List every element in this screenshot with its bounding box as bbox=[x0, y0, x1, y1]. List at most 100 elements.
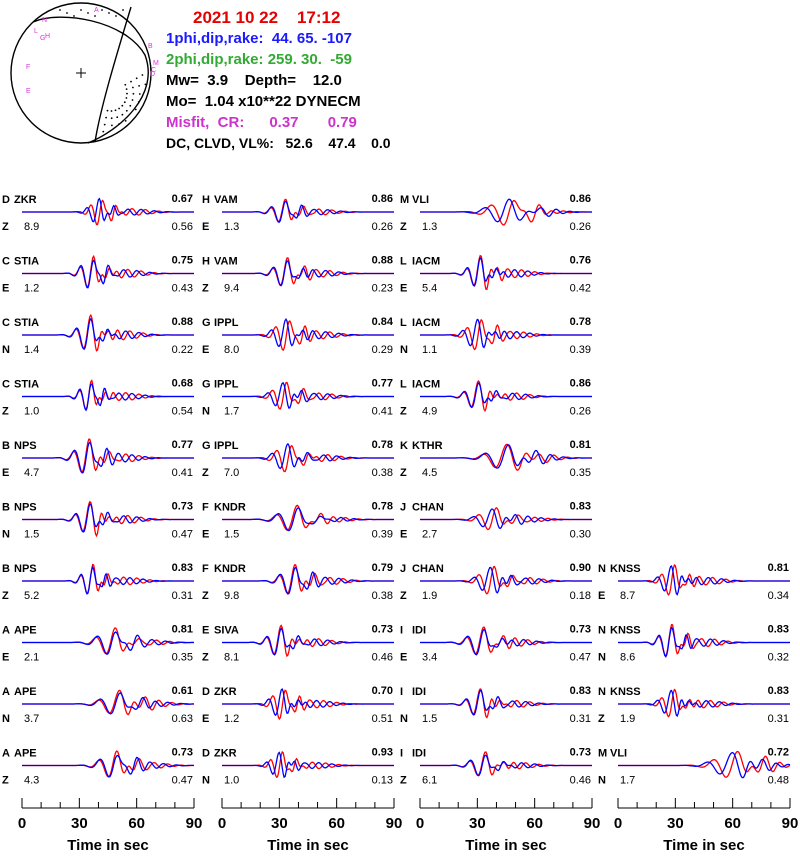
trace-misfit: 0.26 bbox=[570, 406, 591, 418]
beachball-dot bbox=[102, 130, 105, 133]
beachball-dot bbox=[80, 9, 82, 11]
trace-panel: B NPS 0.83 Z 5.2 0.31 bbox=[2, 562, 194, 602]
time-tick-label: 30 bbox=[71, 815, 88, 832]
time-tick-label: 60 bbox=[128, 815, 145, 832]
trace-misfit: 0.18 bbox=[570, 590, 591, 602]
trace-component: N bbox=[2, 344, 10, 356]
beachball-dot bbox=[132, 92, 135, 95]
trace-component: E bbox=[2, 283, 9, 295]
beachball-dot bbox=[106, 109, 109, 112]
trace-misfit: 0.35 bbox=[570, 467, 591, 479]
trace-distance: 1.2 bbox=[224, 713, 239, 725]
trace-misfit: 0.43 bbox=[172, 283, 193, 295]
trace-letter: B bbox=[2, 502, 10, 514]
synthetic-waveform bbox=[618, 751, 791, 779]
synthetic-waveform bbox=[222, 260, 394, 287]
synthetic-waveform bbox=[618, 626, 790, 658]
trace-station: STIA bbox=[14, 317, 39, 329]
trace-misfit: 0.32 bbox=[768, 652, 789, 664]
synthetic-waveform bbox=[22, 259, 194, 289]
observed-waveform bbox=[420, 506, 592, 531]
trace-panel: B NPS 0.77 E 4.7 0.41 bbox=[2, 438, 194, 479]
trace-letter: J bbox=[400, 563, 406, 575]
nodal-plane-2 bbox=[94, 6, 132, 143]
synthetic-waveform bbox=[420, 382, 592, 409]
beachball-station-label: N bbox=[42, 17, 47, 24]
synthetic-waveform bbox=[22, 383, 194, 412]
time-tick-label: 90 bbox=[584, 815, 601, 832]
trace-correlation: 0.83 bbox=[570, 501, 591, 513]
trace-station: STIA bbox=[14, 256, 39, 268]
trace-misfit: 0.46 bbox=[372, 652, 393, 664]
beachball-dot bbox=[110, 110, 113, 112]
synthetic-waveform bbox=[222, 566, 394, 595]
trace-letter: C bbox=[2, 256, 10, 268]
trace-misfit: 0.39 bbox=[372, 529, 393, 541]
trace-panel: L IACM 0.78 N 1.1 0.39 bbox=[400, 316, 592, 356]
observed-waveform bbox=[22, 254, 194, 289]
trace-panel: N KNSS 0.83 N 8.6 0.32 bbox=[598, 624, 790, 664]
synthetic-waveform bbox=[222, 687, 394, 717]
trace-misfit: 0.26 bbox=[372, 221, 393, 233]
beachball-dot bbox=[105, 116, 107, 119]
trace-station: CHAN bbox=[412, 502, 444, 514]
trace-distance: 1.4 bbox=[24, 344, 39, 356]
trace-station: IDI bbox=[412, 748, 426, 760]
trace-station: VLI bbox=[412, 194, 429, 206]
trace-distance: 1.2 bbox=[24, 283, 39, 295]
beachball-dot bbox=[121, 113, 124, 116]
trace-letter: G bbox=[202, 379, 211, 391]
trace-distance: 8.1 bbox=[224, 652, 239, 664]
time-axis-label: Time in sec bbox=[67, 837, 148, 854]
beachball-station-label: M bbox=[153, 60, 159, 67]
trace-panel: I IDI 0.73 Z 6.1 0.46 bbox=[400, 747, 592, 787]
beachball-station-label: F bbox=[26, 64, 30, 71]
trace-misfit: 0.26 bbox=[570, 221, 591, 233]
trace-letter: D bbox=[202, 748, 210, 760]
observed-waveform bbox=[222, 504, 394, 531]
trace-station: NPS bbox=[14, 440, 37, 452]
trace-correlation: 0.76 bbox=[570, 255, 591, 267]
trace-letter: K bbox=[400, 440, 408, 452]
trace-component: Z bbox=[2, 406, 9, 418]
trace-component: Z bbox=[400, 590, 407, 602]
trace-correlation: 0.86 bbox=[570, 378, 591, 390]
observed-waveform bbox=[222, 624, 394, 658]
trace-station: IACM bbox=[412, 317, 440, 329]
trace-component: N bbox=[598, 652, 606, 664]
trace-letter: B bbox=[2, 440, 10, 452]
trace-panel: N KNSS 0.81 E 8.7 0.34 bbox=[598, 562, 790, 602]
trace-station: CHAN bbox=[412, 563, 444, 575]
trace-misfit: 0.22 bbox=[172, 344, 193, 356]
trace-letter: L bbox=[400, 317, 407, 329]
trace-panel: I IDI 0.73 E 3.4 0.47 bbox=[400, 624, 592, 664]
dc-clvd-vl: DC, CLVD, VL%: 52.6 47.4 0.0 bbox=[166, 135, 391, 151]
magnitude-depth: Mw= 3.9 Depth= 12.0 bbox=[166, 72, 342, 89]
beachball-dot bbox=[125, 109, 128, 112]
trace-distance: 5.4 bbox=[422, 283, 437, 295]
trace-misfit: 0.41 bbox=[372, 406, 393, 418]
observed-waveform bbox=[420, 254, 592, 291]
trace-panel: C STIA 0.75 E 1.2 0.43 bbox=[2, 255, 194, 295]
beachball-station-label: B bbox=[148, 43, 153, 50]
trace-misfit: 0.47 bbox=[172, 529, 193, 541]
focal-mechanism-beachball: N A L B M F E HG CD bbox=[10, 2, 159, 144]
trace-correlation: 0.73 bbox=[570, 624, 591, 636]
observed-waveform bbox=[222, 257, 394, 286]
trace-letter: M bbox=[400, 194, 409, 206]
trace-distance: 1.5 bbox=[224, 529, 239, 541]
trace-misfit: 0.42 bbox=[570, 283, 591, 295]
trace-misfit: 0.63 bbox=[172, 713, 193, 725]
beachball-dot bbox=[116, 116, 119, 119]
synthetic-waveform bbox=[22, 692, 194, 715]
misfit-cr: Misfit, CR: 0.37 0.79 bbox=[166, 114, 357, 131]
trace-station: KNSS bbox=[610, 686, 641, 698]
waveform-grid: D ZKR 0.67 Z 8.9 0.56 C STIA 0.75 E 1.2 0.43 C STIA 0.… bbox=[2, 193, 791, 787]
trace-distance: 2.7 bbox=[422, 529, 437, 541]
trace-component: E bbox=[2, 652, 9, 664]
seismic-moment: Mo= 1.04 x10**22 DYNECM bbox=[166, 93, 361, 110]
beachball-dot bbox=[130, 80, 132, 83]
trace-station: KNDR bbox=[214, 502, 246, 514]
trace-component: E bbox=[202, 713, 209, 725]
trace-distance: 8.9 bbox=[24, 221, 39, 233]
